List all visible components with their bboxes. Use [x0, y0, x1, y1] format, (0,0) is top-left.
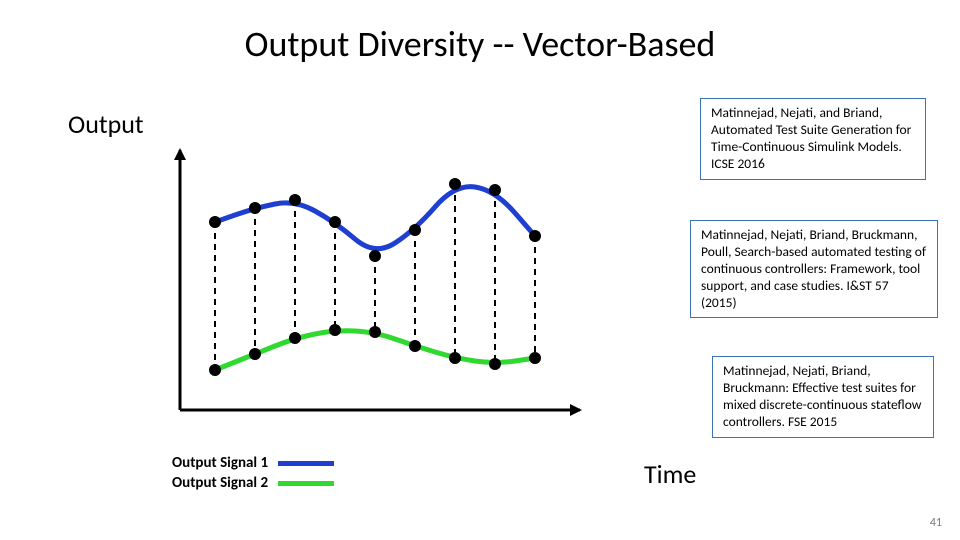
y-axis-label: Output: [68, 108, 144, 140]
legend-label-1: Output Signal 1: [172, 454, 268, 474]
reference-box-3: Matinnejad, Nejati, Briand, Bruckmann: E…: [712, 356, 934, 438]
reference-box-1: Matinnejad, Nejati, and Briand, Automate…: [700, 98, 926, 180]
page-title: Output Diversity -- Vector-Based: [0, 22, 960, 66]
signal-chart: [160, 140, 590, 435]
legend-swatch-2: [278, 481, 334, 486]
legend: Output Signal 1 Output Signal 2: [172, 454, 334, 493]
chart-svg: [160, 140, 590, 430]
legend-swatch-1: [278, 461, 334, 466]
reference-box-2: Matinnejad, Nejati, Briand, Bruckmann, P…: [690, 220, 938, 318]
legend-item-2: Output Signal 2: [172, 474, 334, 494]
x-axis-label: Time: [644, 458, 696, 490]
legend-item-1: Output Signal 1: [172, 454, 334, 474]
page-number: 41: [930, 516, 942, 530]
legend-label-2: Output Signal 2: [172, 474, 268, 494]
